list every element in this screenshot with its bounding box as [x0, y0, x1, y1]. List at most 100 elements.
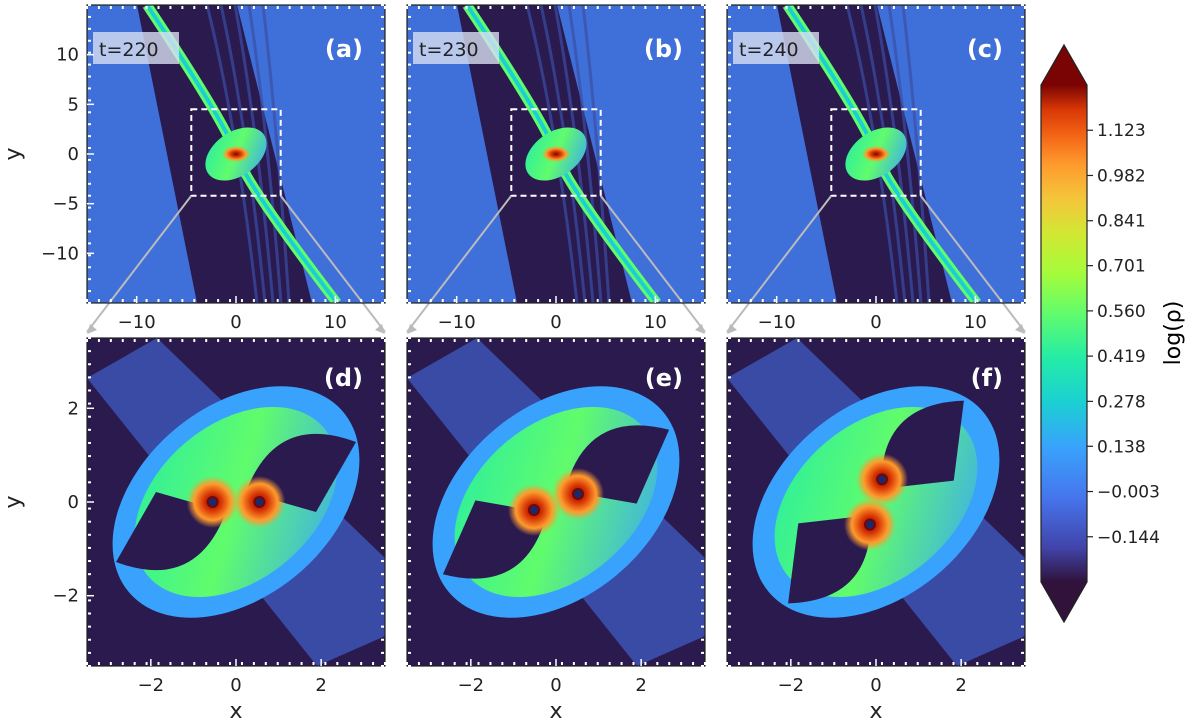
minor-tick — [381, 302, 384, 304]
minor-tick — [88, 573, 91, 576]
minor-tick — [728, 123, 731, 126]
time-label: t=240 — [733, 32, 819, 64]
minor-tick — [169, 299, 172, 302]
minor-tick — [1000, 6, 1003, 9]
minor-tick — [1021, 494, 1024, 497]
x-tick-label: 0 — [870, 675, 881, 696]
minor-tick — [465, 662, 468, 665]
minor-tick — [1021, 546, 1024, 549]
minor-tick — [549, 299, 552, 302]
minor-tick — [169, 6, 172, 9]
minor-tick — [88, 75, 91, 78]
minor-tick — [348, 339, 351, 342]
colorbar-tick-label: 0.138 — [1097, 437, 1146, 457]
minor-tick — [904, 339, 907, 342]
minor-tick — [1021, 278, 1024, 281]
minor-tick — [737, 339, 740, 342]
minor-tick — [408, 278, 411, 281]
minor-tick — [381, 533, 384, 536]
x-tick-label: 0 — [230, 312, 241, 333]
minor-tick — [701, 441, 704, 444]
minor-tick — [513, 6, 516, 9]
minor-tick — [1021, 111, 1024, 114]
minor-tick — [381, 625, 384, 628]
minor-tick — [1021, 402, 1024, 405]
zoom-connector-left — [86, 195, 193, 333]
panel-letter: (e) — [645, 364, 683, 392]
minor-tick — [408, 455, 411, 458]
colorbar-tick-label: 0.560 — [1097, 302, 1146, 322]
zoom-connector-right — [279, 195, 386, 333]
density-map — [727, 5, 1025, 303]
minor-tick — [928, 299, 931, 302]
minor-tick — [109, 662, 112, 665]
minor-tick — [109, 299, 112, 302]
filament — [901, 5, 931, 303]
minor-tick — [157, 6, 160, 9]
minor-tick — [632, 299, 635, 302]
minor-tick — [381, 278, 384, 281]
minor-tick — [692, 662, 695, 665]
panel-letter: (f) — [971, 364, 1003, 392]
minor-tick — [1021, 625, 1024, 628]
minor-tick — [181, 299, 184, 302]
minor-tick — [312, 662, 315, 665]
minor-tick — [324, 339, 327, 342]
minor-tick — [381, 376, 384, 379]
minor-tick — [133, 299, 136, 302]
minor-tick — [1021, 266, 1024, 269]
minor-tick — [701, 402, 704, 405]
core — [542, 146, 570, 162]
minor-tick — [656, 6, 659, 9]
minor-tick — [701, 612, 704, 615]
binary-star-right — [572, 487, 585, 500]
colorbar-tick-label: 0.841 — [1097, 212, 1146, 232]
minor-tick — [728, 599, 731, 602]
minor-tick — [408, 302, 411, 304]
minor-tick — [680, 339, 683, 342]
minor-tick — [728, 230, 731, 233]
minor-tick — [701, 111, 704, 114]
minor-tick — [728, 111, 731, 114]
minor-tick — [644, 662, 647, 665]
minor-tick — [701, 135, 704, 138]
colorbar-tick-label: 0.982 — [1097, 166, 1146, 186]
minor-tick — [169, 339, 172, 342]
minor-tick — [88, 206, 91, 209]
minor-tick — [88, 415, 91, 418]
minor-tick — [381, 39, 384, 42]
minor-tick — [857, 662, 860, 665]
minor-tick — [728, 15, 731, 18]
minor-tick — [88, 625, 91, 628]
minor-tick — [749, 299, 752, 302]
binary-star-left — [206, 496, 219, 508]
x-tick-label: −10 — [438, 312, 476, 333]
minor-tick — [88, 665, 91, 667]
minor-tick — [644, 6, 647, 9]
minor-tick — [704, 662, 706, 665]
zoom-connector-right — [919, 195, 1026, 333]
minor-tick — [1012, 299, 1015, 302]
minor-tick — [728, 87, 731, 90]
minor-tick — [704, 6, 706, 9]
minor-tick — [88, 218, 91, 221]
minor-tick — [749, 6, 752, 9]
minor-tick — [88, 337, 91, 339]
minor-tick — [701, 4, 704, 6]
minor-tick — [513, 299, 516, 302]
minor-tick — [845, 662, 848, 665]
minor-tick — [892, 662, 895, 665]
minor-tick — [513, 662, 516, 665]
minor-tick — [408, 494, 411, 497]
minor-tick — [1021, 415, 1024, 418]
minor-tick — [193, 6, 196, 9]
minor-tick — [880, 339, 883, 342]
minor-tick — [181, 339, 184, 342]
minor-tick — [86, 662, 88, 665]
minor-tick — [300, 299, 303, 302]
zoom-box — [510, 108, 602, 197]
minor-tick — [88, 278, 91, 281]
minor-tick — [408, 533, 411, 536]
minor-tick — [701, 533, 704, 536]
minor-tick — [88, 135, 91, 138]
